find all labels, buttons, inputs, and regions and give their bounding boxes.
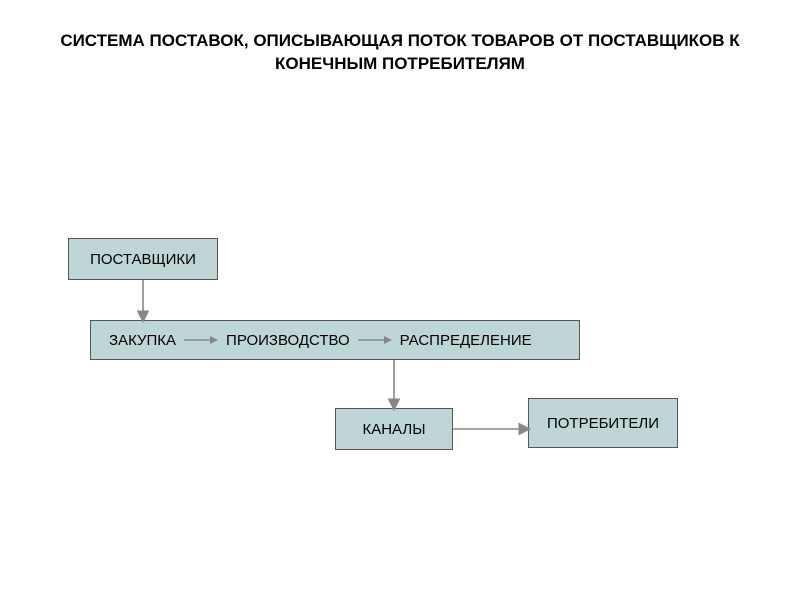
diagram-canvas: СИСТЕМА ПОСТАВОК, ОПИСЫВАЮЩАЯ ПОТОК ТОВА… — [0, 0, 800, 600]
edges-layer — [0, 0, 800, 600]
